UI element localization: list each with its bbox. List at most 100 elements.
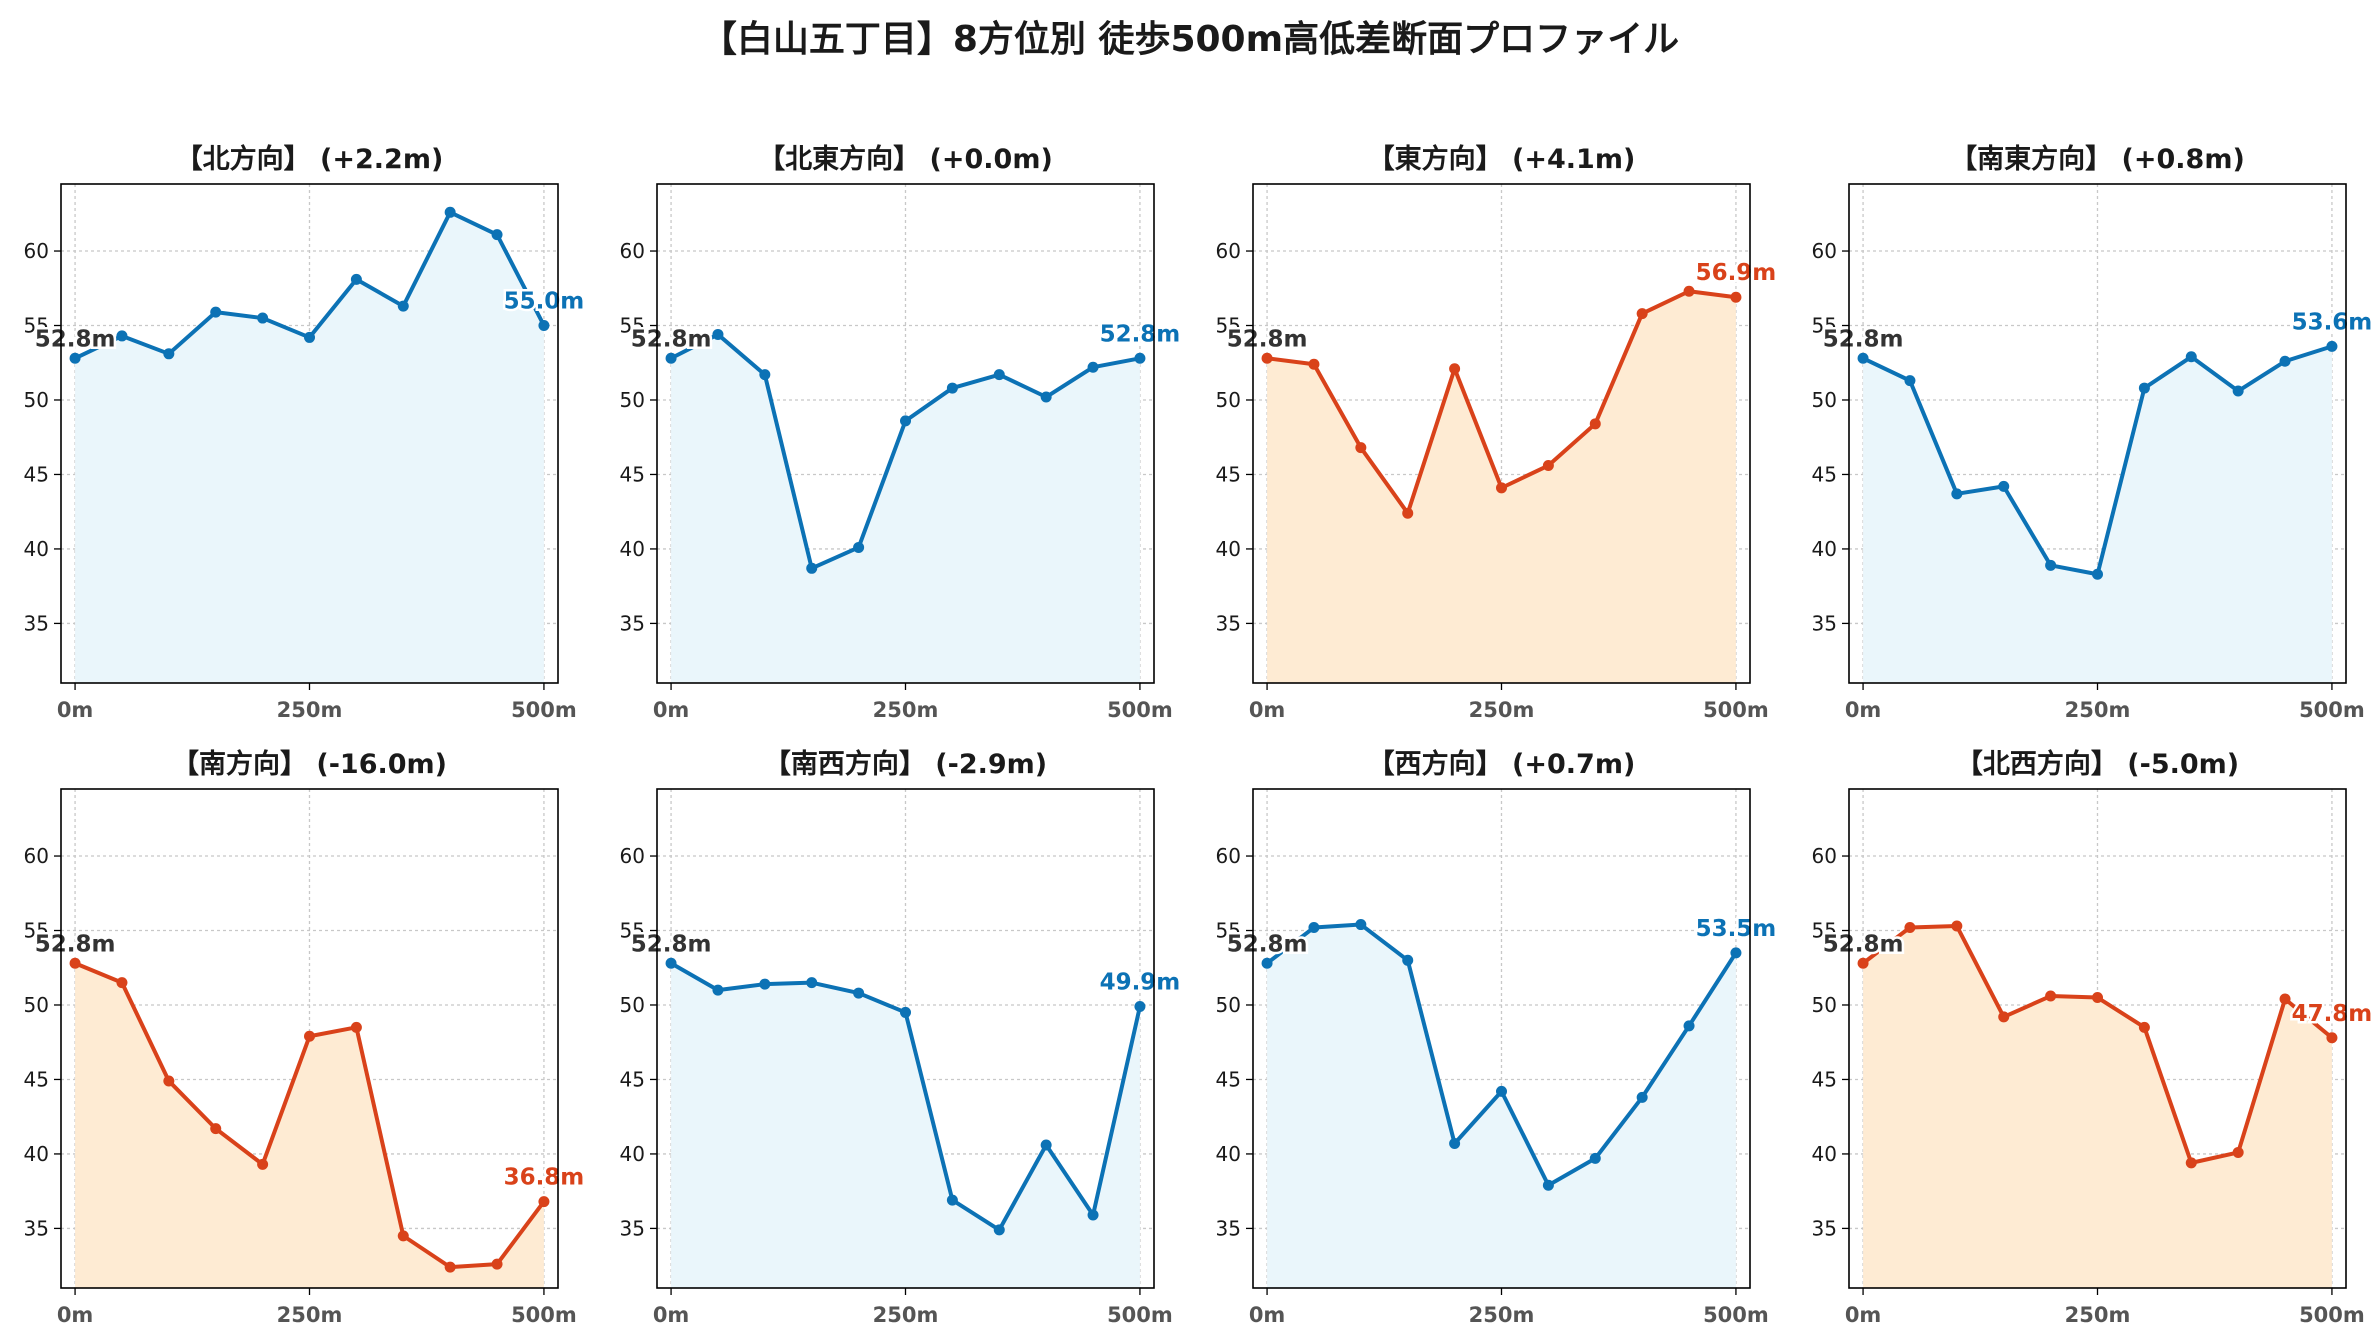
x-tick-label: 500m <box>2299 698 2365 722</box>
data-point <box>397 1230 409 1242</box>
plot-frame <box>60 183 559 684</box>
y-tick-label: 50 <box>1812 993 1837 1017</box>
chart-panel-3: 【東方向】 (+4.1m) 35 40 45 50 55 60 0m 250m 500m 52.8m… <box>1216 143 1779 722</box>
chart-panel-2: 【北東方向】 (+0.0m) 35 40 45 50 55 60 0m 250m 500m 52.8… <box>620 143 1183 722</box>
data-point <box>759 978 771 990</box>
figure-title: 【白山五丁目】8方位別 徒歩500m高低差断面プロファイル <box>700 19 1680 60</box>
x-tick-label: 250m <box>2065 1303 2131 1327</box>
x-tick-label: 250m <box>2065 698 2131 722</box>
data-point <box>210 306 222 318</box>
data-point <box>69 957 81 969</box>
y-tick-label: 45 <box>1216 1067 1241 1091</box>
data-point <box>1308 358 1320 370</box>
x-tick-label: 0m <box>57 1303 94 1327</box>
data-point <box>1636 308 1648 320</box>
data-point <box>993 1224 1005 1236</box>
y-tick-label: 45 <box>620 1067 645 1091</box>
end-value-label: 52.8m <box>1100 321 1181 347</box>
data-point <box>946 382 958 394</box>
plot-frame <box>60 788 559 1289</box>
data-point <box>2092 568 2103 580</box>
data-point <box>1449 1138 1461 1150</box>
y-tick-label: 55 <box>1216 919 1241 943</box>
y-tick-label: 60 <box>24 844 49 868</box>
data-point <box>1857 957 1869 969</box>
y-tick-label: 60 <box>620 239 645 263</box>
x-tick-label: 500m <box>1703 698 1769 722</box>
data-point <box>538 320 550 332</box>
panel-title: 【北東方向】 (+0.0m) <box>758 143 1053 175</box>
plot-frame <box>1848 788 2347 1289</box>
data-point <box>257 312 269 324</box>
data-point <box>1904 375 1916 387</box>
data-point <box>2279 355 2291 367</box>
start-value-label: 52.8m <box>35 931 116 957</box>
y-tick-label: 45 <box>1812 1067 1837 1091</box>
data-point <box>397 300 409 312</box>
data-point <box>900 1006 911 1018</box>
data-point <box>491 1258 503 1270</box>
data-point <box>2326 1032 2338 1044</box>
y-tick-label: 40 <box>24 1142 49 1166</box>
y-tick-label: 40 <box>1812 537 1837 561</box>
data-point <box>116 330 128 342</box>
y-tick-label: 55 <box>1812 314 1837 338</box>
start-value-label: 52.8m <box>1823 931 1904 957</box>
data-point <box>1730 947 1742 959</box>
x-tick-label: 250m <box>1469 1303 1535 1327</box>
data-point <box>257 1158 269 1170</box>
data-point <box>538 1196 550 1208</box>
data-point <box>665 957 677 969</box>
data-point <box>163 1075 175 1087</box>
y-tick-label: 45 <box>620 462 645 486</box>
end-value-label: 49.9m <box>1100 969 1181 995</box>
data-point <box>69 352 81 364</box>
data-point <box>946 1194 958 1206</box>
data-point <box>1261 957 1273 969</box>
data-point <box>2138 1021 2150 1033</box>
y-tick-label: 50 <box>24 993 49 1017</box>
data-point <box>1998 1011 2010 1023</box>
data-point <box>1904 922 1916 934</box>
y-tick-label: 35 <box>620 611 645 635</box>
area-fill <box>671 963 1140 1288</box>
data-point <box>304 1030 315 1042</box>
y-tick-label: 50 <box>620 993 645 1017</box>
x-tick-label: 500m <box>511 1303 577 1327</box>
chart-panel-4: 【南東方向】 (+0.8m) 35 40 45 50 55 60 0m 250m 500m 52.8… <box>1812 143 2375 722</box>
data-point <box>491 229 503 241</box>
y-tick-label: 40 <box>620 1142 645 1166</box>
y-tick-label: 45 <box>24 1067 49 1091</box>
area-fill <box>1863 346 2332 683</box>
y-tick-label: 55 <box>24 314 49 338</box>
data-point <box>1542 460 1554 472</box>
data-point <box>1449 363 1461 375</box>
end-value-label: 53.5m <box>1696 916 1777 942</box>
y-tick-label: 35 <box>1216 1216 1241 1240</box>
y-tick-label: 35 <box>620 1216 645 1240</box>
area-fill <box>1267 924 1736 1288</box>
y-tick-label: 55 <box>1216 314 1241 338</box>
chart-panel-5: 【南方向】 (-16.0m) 35 40 45 50 55 60 0m 250m 500m 52.8… <box>24 748 587 1327</box>
data-point <box>2185 1157 2197 1169</box>
data-point <box>350 273 362 285</box>
x-tick-label: 250m <box>277 698 343 722</box>
y-tick-label: 55 <box>620 919 645 943</box>
y-tick-label: 55 <box>1812 919 1837 943</box>
y-tick-label: 35 <box>24 611 49 635</box>
x-tick-label: 250m <box>1469 698 1535 722</box>
y-tick-label: 50 <box>1812 388 1837 412</box>
chart-panel-8: 【北西方向】 (-5.0m) 35 40 45 50 55 60 0m 250m 500m 52.8… <box>1812 748 2375 1327</box>
x-tick-label: 500m <box>2299 1303 2365 1327</box>
area-fill <box>75 963 544 1288</box>
data-point <box>806 977 818 989</box>
y-tick-label: 60 <box>24 239 49 263</box>
x-tick-label: 500m <box>1107 698 1173 722</box>
chart-panel-7: 【西方向】 (+0.7m) 35 40 45 50 55 60 0m 250m 500m 52.8m… <box>1216 748 1779 1327</box>
data-point <box>1134 352 1146 364</box>
start-value-label: 52.8m <box>631 931 712 957</box>
panel-title: 【南東方向】 (+0.8m) <box>1950 143 2245 175</box>
data-point <box>853 987 865 999</box>
